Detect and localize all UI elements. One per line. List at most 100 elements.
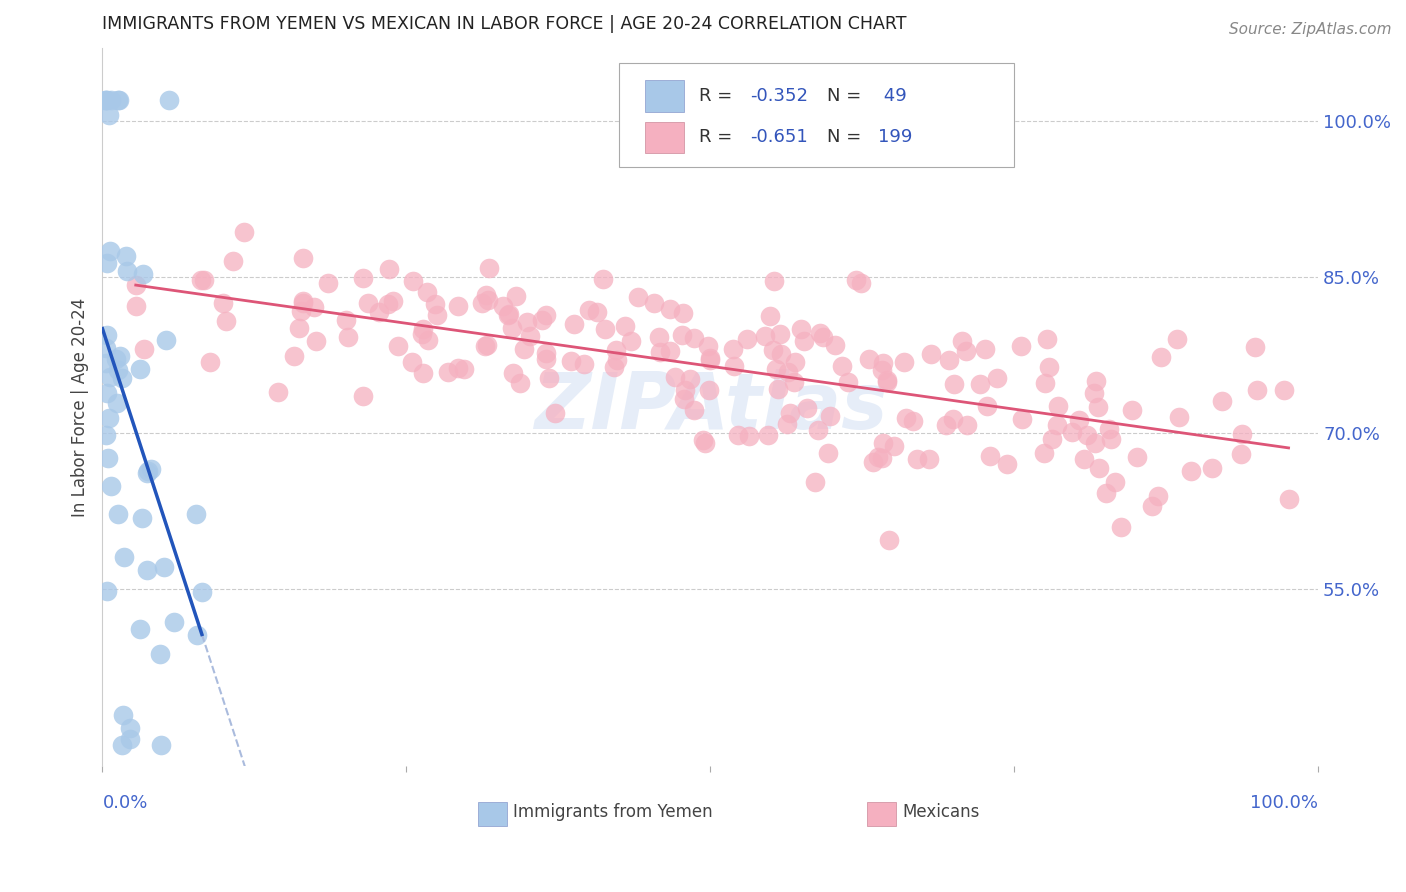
Point [905, 452, 928, 467]
Point [1201, 460, 1223, 475]
Point [818, 409, 841, 423]
Point [155, 334, 177, 348]
Point [678, 372, 700, 386]
Point [868, 450, 890, 465]
Point [97, 450, 120, 465]
Point [186, 628, 208, 642]
Point [402, 274, 425, 288]
Point [862, 455, 884, 469]
Point [783, 355, 806, 369]
Point [578, 303, 600, 318]
Point [112, 549, 135, 564]
Point [845, 273, 868, 287]
Point [139, 462, 162, 476]
Point [672, 306, 695, 320]
Point [1060, 425, 1083, 439]
Point [699, 383, 721, 397]
Point [292, 251, 315, 265]
Text: 0.0%: 0.0% [103, 795, 148, 813]
Point [673, 392, 696, 407]
Point [1126, 450, 1149, 464]
Point [721, 343, 744, 357]
Point [107, 94, 129, 108]
Point [423, 297, 446, 311]
Point [387, 339, 409, 353]
Point [118, 721, 141, 735]
Text: N =: N = [827, 87, 868, 104]
Point [1038, 360, 1060, 375]
Point [876, 375, 898, 389]
Point [1232, 426, 1254, 441]
Point [806, 423, 828, 437]
FancyBboxPatch shape [644, 80, 683, 112]
Point [352, 389, 374, 403]
Point [112, 707, 135, 722]
Point [920, 347, 942, 361]
Point [100, 94, 122, 108]
Point [1140, 500, 1163, 514]
Point [769, 327, 792, 342]
Point [110, 738, 132, 752]
Point [335, 313, 357, 327]
Point [1277, 491, 1299, 506]
Point [1076, 428, 1098, 442]
Point [516, 315, 538, 329]
Point [215, 314, 238, 328]
Point [108, 349, 131, 363]
Point [190, 273, 212, 287]
Point [418, 334, 440, 348]
Point [808, 326, 831, 340]
Point [699, 352, 721, 367]
Point [673, 383, 696, 397]
Point [94, 356, 117, 370]
Point [534, 351, 557, 366]
Point [1272, 383, 1295, 397]
Point [779, 406, 801, 420]
Point [942, 412, 965, 426]
Point [995, 458, 1018, 472]
Point [643, 296, 665, 310]
Text: Source: ZipAtlas.com: Source: ZipAtlas.com [1229, 22, 1392, 37]
Point [572, 357, 595, 371]
Point [837, 376, 859, 390]
Point [401, 355, 423, 369]
Point [474, 339, 496, 353]
Point [105, 396, 128, 410]
Point [96, 341, 118, 355]
Point [1011, 339, 1033, 353]
Point [94, 428, 117, 442]
Point [671, 327, 693, 342]
Point [1084, 436, 1107, 450]
Point [763, 274, 786, 288]
Point [754, 329, 776, 343]
Point [290, 303, 312, 318]
Point [105, 352, 128, 367]
Point [96, 583, 118, 598]
Point [870, 362, 893, 376]
Point [682, 402, 704, 417]
Text: 199: 199 [879, 128, 912, 146]
Point [100, 244, 122, 258]
Point [368, 304, 391, 318]
Point [1011, 412, 1033, 426]
Point [877, 533, 900, 547]
Point [831, 359, 853, 374]
Point [776, 365, 799, 379]
Text: R =: R = [699, 87, 738, 104]
Point [1180, 464, 1202, 478]
Point [125, 277, 148, 292]
Point [437, 365, 460, 379]
Point [1111, 519, 1133, 533]
Point [804, 475, 827, 489]
Point [471, 296, 494, 310]
Point [1146, 490, 1168, 504]
Point [918, 452, 941, 467]
Point [129, 362, 152, 376]
Point [783, 375, 806, 389]
Point [1046, 399, 1069, 413]
Point [453, 362, 475, 376]
Point [1121, 403, 1143, 417]
Point [872, 356, 894, 370]
Point [1036, 332, 1059, 346]
Text: Immigrants from Yemen: Immigrants from Yemen [513, 804, 713, 822]
